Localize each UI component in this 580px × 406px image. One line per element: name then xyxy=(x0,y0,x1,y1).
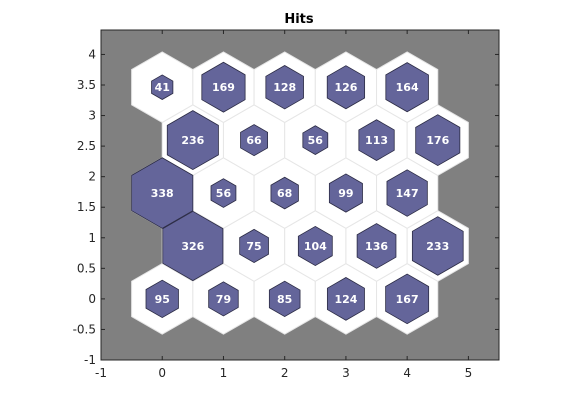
hit-count-label-15: 147 xyxy=(396,187,419,200)
y-tick-label: -0.5 xyxy=(73,322,96,336)
hit-count-label-2: 79 xyxy=(216,293,231,306)
hit-hexagon-1 xyxy=(145,279,179,319)
y-tick-label: 2.5 xyxy=(77,139,96,153)
axes-box xyxy=(100,29,500,361)
hit-count-label-19: 113 xyxy=(365,134,388,147)
hit-hexagon-9 xyxy=(356,223,397,269)
hit-count-label-8: 104 xyxy=(304,240,327,253)
hit-hexagon-23 xyxy=(265,65,304,110)
hit-hexagon-5 xyxy=(385,273,430,325)
y-tick-label: 0 xyxy=(88,292,96,306)
hit-count-label-14: 99 xyxy=(338,187,353,200)
hit-hexagon-2 xyxy=(208,281,239,317)
hit-hexagon-17 xyxy=(240,124,269,157)
hit-hexagon-13 xyxy=(270,176,299,210)
y-tick-label: 1 xyxy=(88,231,96,245)
x-axis: -1 0 1 2 3 4 5 xyxy=(95,30,472,380)
chart-title: Hits xyxy=(284,12,314,27)
hit-hexagon-25 xyxy=(385,62,429,113)
hit-hexagon-21 xyxy=(151,74,174,100)
hit-hexagon-20 xyxy=(415,114,461,167)
hit-count-label-24: 126 xyxy=(334,81,357,94)
hit-count-label-16: 236 xyxy=(181,134,204,147)
hit-hexagon-15 xyxy=(386,169,428,217)
y-tick-label: 3 xyxy=(88,109,96,123)
hit-count-label-7: 75 xyxy=(246,240,261,253)
x-tick-label: 5 xyxy=(465,366,473,380)
hit-count-label-11: 338 xyxy=(151,187,174,200)
x-tick-label: 0 xyxy=(158,366,166,380)
hit-hexagon-24 xyxy=(326,65,366,110)
hit-hexagon-6 xyxy=(162,210,224,282)
hit-hexagon-18 xyxy=(302,125,329,155)
y-tick-label: 1.5 xyxy=(77,200,96,214)
hexagon-cells: 95 79 85 124 167 326 75 104 136 233 338 56 68 99 147 23… xyxy=(131,51,469,335)
x-tick-label: 1 xyxy=(220,366,228,380)
x-tick-label: 4 xyxy=(403,366,411,380)
y-tick-label: 0.5 xyxy=(77,261,96,275)
y-tick-label: 4 xyxy=(88,47,96,61)
hit-hexagon-3 xyxy=(268,280,301,318)
hit-hexagon-4 xyxy=(326,277,365,321)
hit-count-label-17: 66 xyxy=(246,134,262,147)
hit-count-label-21: 41 xyxy=(155,81,170,94)
hit-count-label-13: 68 xyxy=(277,187,292,200)
hit-count-label-12: 56 xyxy=(216,187,232,200)
hit-count-label-5: 167 xyxy=(396,293,419,306)
hit-hexagon-14 xyxy=(328,173,363,213)
y-tick-label: 3.5 xyxy=(77,78,96,92)
x-tick-label: -1 xyxy=(95,366,107,380)
hit-count-label-6: 326 xyxy=(181,240,204,253)
y-tick-label: 2 xyxy=(88,170,96,184)
y-tick-label: -1 xyxy=(84,353,96,367)
hit-count-label-25: 164 xyxy=(396,81,419,94)
hit-count-label-10: 233 xyxy=(426,240,449,253)
hit-hexagon-12 xyxy=(210,178,237,208)
hit-count-label-4: 124 xyxy=(334,293,357,306)
hit-count-label-3: 85 xyxy=(277,293,292,306)
hit-hexagon-10 xyxy=(411,216,464,276)
hit-hexagon-22 xyxy=(201,61,246,113)
hit-hexagon-8 xyxy=(297,225,333,267)
y-axis: -1 -0.5 0 0.5 1 1.5 2 2.5 3 3.5 4 xyxy=(73,47,499,367)
hit-count-label-1: 95 xyxy=(155,293,170,306)
hit-hexagon-16 xyxy=(166,110,219,171)
hit-hexagon-7 xyxy=(239,228,269,264)
hit-count-label-22: 169 xyxy=(212,81,235,94)
hit-count-label-9: 136 xyxy=(365,240,388,253)
hit-hexagon-19 xyxy=(358,119,395,161)
hit-hexagon-11 xyxy=(131,157,194,229)
x-tick-label: 3 xyxy=(342,366,350,380)
hit-count-label-20: 176 xyxy=(426,134,449,147)
x-tick-label: 2 xyxy=(281,366,289,380)
hit-count-label-23: 128 xyxy=(273,81,296,94)
hit-count-label-18: 56 xyxy=(308,134,324,147)
